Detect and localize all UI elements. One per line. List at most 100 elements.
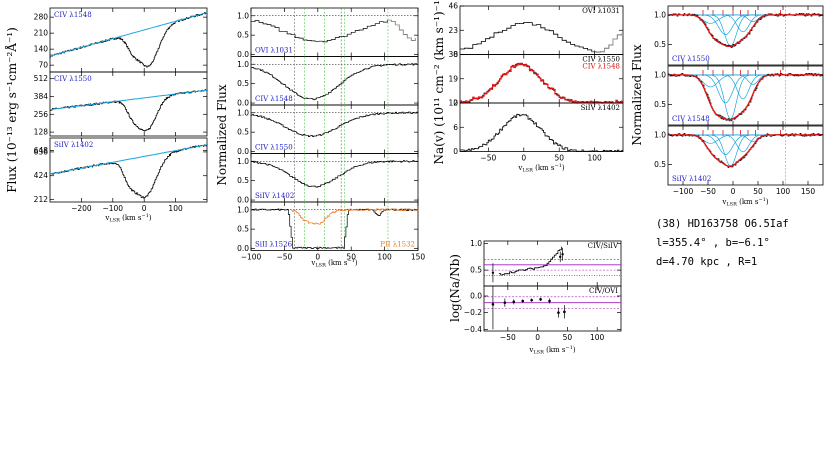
norm-p5-xtick-label: 100	[377, 253, 392, 262]
fit-component	[668, 134, 823, 155]
column-p3-ytick-label: 6	[453, 123, 458, 132]
ratio-p2-xtick-label: 50	[563, 333, 573, 342]
flux-panel-label: SiIV λ1402	[54, 141, 93, 149]
fit-p1-ytick-label: 1.0	[654, 10, 666, 19]
fit-panel-label: SiIV λ1402	[672, 175, 711, 183]
column-profile	[460, 21, 622, 53]
column-p1-ytick-label: 23	[448, 26, 458, 35]
column-p3-xtick-label: 100	[587, 154, 602, 163]
flux-continuum-fit	[49, 144, 208, 175]
ratio-p2-ytick-label: −0.2	[464, 308, 482, 317]
flux-p3-xtick-label: 100	[168, 204, 183, 213]
fit-p3-xtick-label: 150	[801, 187, 816, 196]
column-p3-xtick-label: −50	[480, 154, 496, 163]
ratio-point	[491, 303, 495, 306]
ratio-panel-label: CIV/OVI	[589, 287, 618, 295]
column-panel-label: SiIV λ1402	[581, 104, 620, 112]
fit-panel-3	[667, 125, 824, 186]
ratio-point	[530, 298, 533, 302]
ratio-p2-xtick-label: −50	[500, 333, 516, 342]
norm-p5-ytick-label: 0.5	[237, 225, 249, 234]
column-profile-blend	[591, 33, 622, 53]
flux-p1-ytick-label: 140	[34, 45, 49, 54]
flux-p2-ytick-label: 256	[34, 110, 49, 119]
norm-p5-xtick-label: 50	[346, 253, 356, 262]
ratio-ylabel: log(Na/Nb)	[448, 254, 462, 322]
ratio-p2-xtick-label: 0	[535, 333, 540, 342]
flux-p3-ytick-label: 424	[34, 171, 49, 180]
fit-p1-ytick-label: 0.5	[654, 40, 666, 49]
norm-spectrum	[251, 63, 419, 101]
fit-p3-ytick-label: 0.5	[654, 160, 666, 169]
fit-component	[668, 14, 823, 35]
column-p2-ytick-label: 0	[453, 99, 458, 108]
norm-spectrum	[251, 160, 419, 188]
norm-panel-label-2: PII λ1532	[380, 241, 415, 249]
ratio-point	[521, 299, 525, 303]
ratio-point	[491, 271, 495, 274]
fit-xlabel: vLSR (km s−1)	[721, 197, 769, 208]
column-profile	[460, 113, 624, 152]
norm-p5-xtick-label: −100	[241, 253, 262, 262]
flux-ylabel: Flux (10⁻¹³ erg s⁻¹cm⁻²Å⁻¹)	[4, 27, 19, 193]
ratio-point	[548, 299, 551, 303]
column-p1-ytick-label: 46	[448, 2, 458, 11]
norm-p1-ytick-label: 0.5	[237, 31, 249, 40]
star-name: (38) HD163758 O6.5Iaf	[656, 218, 789, 230]
norm-p5-ytick-label: 1.0	[237, 205, 249, 214]
fit-component	[668, 134, 823, 142]
column-p1-ytick-label: 0	[453, 50, 458, 59]
ratio-p2-xtick-label: 100	[590, 333, 605, 342]
fit-panel-label: CIV λ1548	[672, 115, 710, 123]
norm-panel-label: CIV λ1550	[255, 144, 293, 152]
norm-p4-ytick-label: 0.0	[237, 196, 249, 205]
fit-model	[668, 134, 823, 168]
norm-p5-xtick-label: −50	[276, 253, 292, 262]
fit-model	[668, 74, 823, 121]
norm-p5-xtick-label: 0	[315, 253, 320, 262]
norm-panel-label: SiII λ1526	[255, 241, 293, 249]
flux-xlabel: vLSR (km s−1)	[104, 213, 152, 224]
flux-panel-label: CIV λ1550	[54, 75, 92, 83]
ratio-point	[559, 255, 562, 259]
column-panel-label-2: CIV λ1548	[582, 63, 620, 71]
norm-xlabel: vLSR (km s−1)	[310, 258, 358, 269]
flux-p3-ytick-label: 212	[34, 195, 49, 204]
fit-p2-ytick-label: 1.0	[654, 70, 666, 79]
norm-panel-5	[250, 201, 419, 251]
norm-p5-ytick-label: 0.0	[237, 244, 249, 253]
flux-p2-ytick-label: 128	[34, 128, 49, 137]
column-p3-xtick-label: 0	[521, 154, 526, 163]
flux-p1-ytick-label: 70	[38, 61, 48, 70]
norm-spectrum	[251, 111, 419, 137]
ratio-point	[557, 311, 560, 314]
fit-p3-xtick-label: −100	[673, 187, 694, 196]
ratio-point	[539, 298, 542, 301]
column-p3-xtick-label: 50	[554, 154, 564, 163]
flux-panel-2	[49, 71, 208, 137]
norm-p4-ytick-label: 0.5	[237, 176, 249, 185]
distance: d=4.70 kpc , R=1	[656, 256, 758, 268]
norm-p2-ytick-label: 0.5	[237, 79, 249, 88]
column-p3-ytick-label: 0	[453, 147, 458, 156]
fit-p3-xtick-label: 0	[731, 187, 736, 196]
fit-panel-2	[667, 65, 824, 126]
fit-component	[668, 74, 823, 104]
flux-p1-ytick-label: 280	[34, 13, 49, 22]
fit-panel-label: CIV λ1550	[672, 55, 710, 63]
column-panel-label: OVI λ1031	[582, 7, 620, 15]
ratio-panel-label: CIV/SiIV	[588, 242, 619, 250]
ratio-p1-ytick-label: 0.5	[470, 266, 482, 275]
column-p2-ytick-label: 19	[448, 74, 458, 83]
flux-panel-label: CIV λ1548	[54, 11, 92, 19]
ratio-point	[503, 301, 507, 304]
flux-p3-ytick-label: 636	[34, 147, 49, 156]
flux-spectrum	[50, 11, 208, 68]
column-p3-ytick-label: 12	[448, 99, 458, 108]
flux-spectrum	[50, 89, 208, 132]
flux-p3-ytick-label: 648	[34, 146, 49, 155]
flux-p1-ytick-label: 210	[34, 29, 49, 38]
fit-p3-xtick-label: −50	[700, 187, 716, 196]
norm-panel-label: SiIV λ1402	[255, 192, 294, 200]
